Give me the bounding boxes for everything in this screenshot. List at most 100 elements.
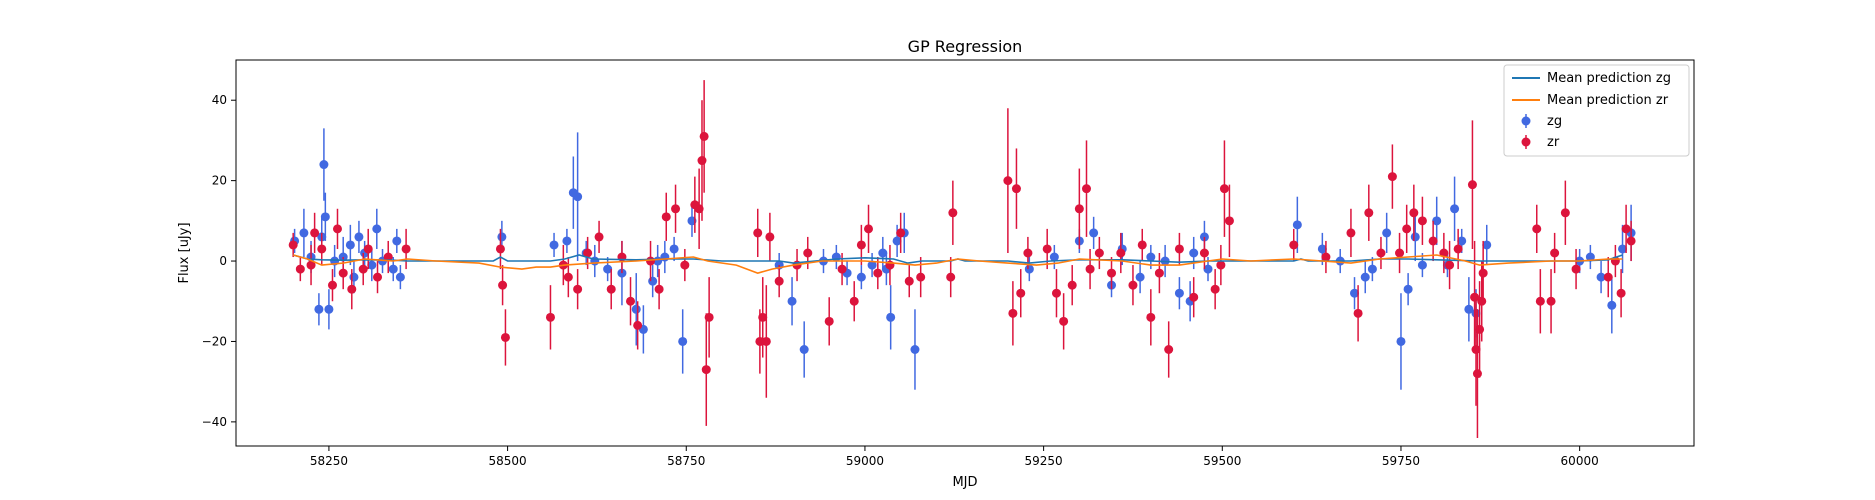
zr-data-point [594,232,604,242]
zg-data-point [1417,260,1427,270]
zr-data-point [332,224,342,234]
zr-data-point [680,260,690,270]
zr-data-point [864,224,874,234]
zr-data-point [1478,268,1488,278]
zr-data-point [1289,240,1299,250]
zr-data-point [1137,240,1147,250]
x-tick-label: 59750 [1382,454,1420,468]
zr-data-point [946,272,956,282]
zr-data-point [1219,184,1229,194]
zr-data-point [1445,260,1455,270]
zg-data-point [1367,264,1377,274]
legend: Mean prediction zg Mean prediction zr zg… [1503,64,1690,157]
zr-data-point [573,284,583,294]
legend-label-zr-prediction: Mean prediction zr [1547,93,1669,108]
zg-data-point [345,240,355,250]
zr-data-point [904,276,914,286]
zr-data-point [1011,184,1021,194]
zg-data-point [1360,272,1370,282]
plot-area [288,80,1636,438]
zg-data-point [1350,288,1360,298]
zr-data-point [849,296,859,306]
zr-data-point [358,264,368,274]
zr-data-point [1471,345,1481,354]
x-axis-ticks: 58250 58500 58750 59000 59250 59500 59750 60000 [310,446,1599,468]
x-tick-label: 60000 [1561,454,1599,468]
zr-data-point [1216,260,1226,270]
legend-item-zg: zg [1521,114,1562,129]
zr-data-point [363,244,373,254]
zr-data-point [1128,280,1138,290]
legend-swatch-marker-zr [1521,137,1531,147]
zr-data-point [1546,296,1556,306]
zr-data-point [1395,248,1405,258]
zr-data-point [1042,244,1052,254]
zg-data-point [856,272,866,282]
zr-data-point [1146,312,1156,322]
zr-data-point [1477,296,1487,306]
zg-data-point [562,236,572,246]
zr-data-point [545,312,555,322]
zg-data-point [299,228,309,238]
zr-data-point [1387,172,1397,182]
zr-data-point [758,312,768,322]
y-tick-label: 20 [212,174,227,188]
zg-data-point [354,232,364,242]
zr-data-point [1199,248,1209,258]
zg-data-point [395,272,405,282]
legend-box [1503,64,1690,157]
zg-data-point [372,224,382,234]
axes-frame [235,59,1695,447]
zr-data-point [1067,280,1077,290]
zg-data-point [314,304,324,314]
zr-data-point [654,284,664,294]
y-tick-label: 40 [212,93,227,107]
zr-data-point [704,312,714,322]
zg-data-point [910,345,920,354]
zr-data-point [671,204,681,214]
zr-data-point [295,264,305,274]
zg-data-point [831,252,841,262]
zg-data-point [1189,248,1199,258]
legend-item-zr-prediction: Mean prediction zr [1512,93,1669,108]
zr-data-point [774,276,784,286]
zr-data-point [1571,264,1581,274]
zr-data-point [1626,236,1636,246]
zg-data-point [1607,300,1617,310]
zr-data-point [306,260,316,270]
zg-data-point [367,260,377,270]
zg-data-point [660,252,670,262]
zr-data-point [1164,345,1174,354]
zr-data-point [1364,208,1374,218]
y-axis-ticks: −40 −20 0 20 40 [202,93,236,429]
zr-data-point [347,284,357,294]
legend-item-zg-prediction: Mean prediction zg [1512,71,1671,86]
zr-data-point [1453,244,1463,254]
x-tick-label: 59500 [1203,454,1241,468]
zr-data-point [761,336,771,346]
zr-data-point [1532,224,1542,234]
zr-data-point [1603,272,1613,282]
y-tick-label: −20 [202,334,227,348]
zr-data-point [1470,292,1480,302]
zr-data-point [288,240,298,250]
zr-data-point [1346,228,1356,238]
y-tick-label: 0 [219,254,227,268]
zr-data-point [697,156,707,166]
zr-data-point [856,240,866,250]
zg-data-point [1135,272,1145,282]
zg-data-point [1146,252,1156,262]
x-tick-label: 58500 [488,454,526,468]
zr-data-point [1116,248,1126,258]
zr-data-point [873,268,883,278]
zg-data-point [497,232,507,242]
zg-data-point [392,236,402,246]
legend-item-zr: zr [1521,135,1560,150]
zg-data-point [1596,272,1606,282]
zr-data-point [1107,268,1117,278]
zr-data-point [1085,264,1095,274]
zg-data-point [349,272,359,282]
zg-data-point [1432,216,1442,226]
x-tick-label: 58250 [310,454,348,468]
zr-data-point [327,280,337,290]
